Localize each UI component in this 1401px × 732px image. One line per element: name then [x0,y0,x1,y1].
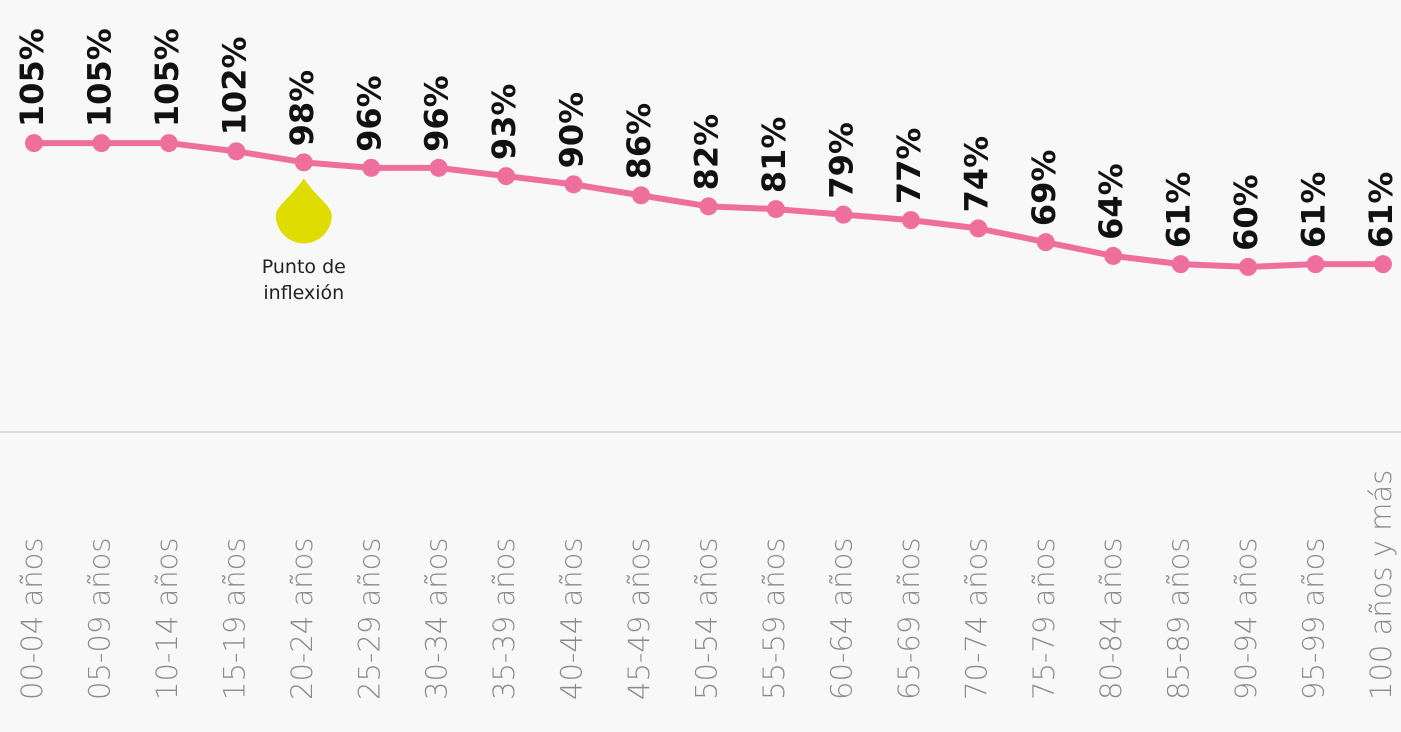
value-label: 98% [283,70,321,147]
value-label: 105% [13,28,51,127]
point [1036,233,1055,252]
value-label: 61% [1160,172,1198,249]
point [159,134,178,153]
x-tick-label: 60-64 años [824,538,858,701]
point [429,158,448,177]
point [294,153,313,172]
point [92,134,111,153]
x-tick-label: 80-84 años [1094,538,1128,701]
x-tick-label: 30-34 años [420,538,454,701]
value-label: 61% [1295,172,1333,249]
x-tick-label: 40-44 años [555,538,589,701]
value-label: 61% [1362,172,1400,249]
value-label: 102% [215,36,253,135]
point [227,142,246,161]
point [1306,255,1325,274]
point [362,158,381,177]
x-tick-label: 100 años y más [1364,470,1398,700]
value-label: 86% [620,103,658,180]
x-tick-label: 90-94 años [1229,538,1263,701]
x-tick-label: 05-09 años [82,538,116,701]
value-label: 105% [80,28,118,127]
value-label: 74% [957,136,995,213]
value-label: 81% [755,117,793,194]
value-label: 79% [822,122,860,199]
point [834,205,853,224]
point [699,197,718,216]
annotation-marker [275,178,332,244]
x-tick-label: 65-69 años [892,538,926,701]
x-tick-label: 00-04 años [15,538,49,701]
point [766,200,785,219]
point [901,211,920,230]
point [1374,255,1392,274]
value-label: 90% [553,92,591,169]
value-label: 93% [485,84,523,161]
x-tick-label: 50-54 años [690,538,724,701]
point [632,186,651,205]
value-label: 105% [148,28,186,127]
x-tick-label: 25-29 años [352,538,386,701]
point [497,167,516,186]
value-label: 96% [418,75,456,152]
value-label: 64% [1092,163,1130,240]
value-label: 77% [890,128,928,205]
x-tick-label: 55-59 años [757,538,791,701]
value-label: 60% [1227,174,1265,251]
x-tick-label: 15-19 años [217,538,251,701]
point [1171,255,1190,274]
annotation-text: Punto de inflexión [261,256,346,305]
point [25,134,43,153]
point [969,219,988,238]
value-label: 69% [1025,150,1063,227]
point [1239,257,1258,276]
x-tick-label: 35-39 años [487,538,521,701]
value-label: 82% [688,114,726,191]
value-label: 96% [350,75,388,152]
x-tick-label: 75-79 años [1027,538,1061,701]
x-tick-label: 20-24 años [285,538,319,701]
x-tick-label: 95-99 años [1297,538,1331,701]
x-tick-label: 85-89 años [1162,538,1196,701]
x-tick-label: 10-14 años [150,538,184,701]
point [564,175,583,194]
point [1104,246,1123,265]
x-tick-label: 45-49 años [622,538,656,701]
x-tick-label: 70-74 años [959,538,993,701]
